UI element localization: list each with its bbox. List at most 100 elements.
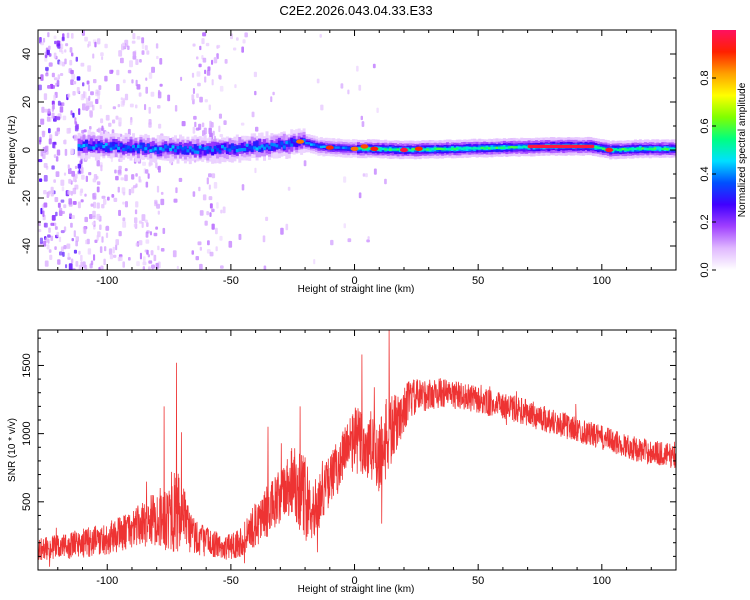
- spectrogram-cell: [342, 146, 346, 149]
- spectrogram-cell: [223, 120, 227, 125]
- spectrogram-cell: [127, 145, 130, 153]
- spectrogram-cell: [411, 148, 415, 151]
- spectrogram-cell: [109, 147, 113, 151]
- spectrogram-cell: [446, 148, 449, 151]
- spectrogram-cell: [70, 79, 74, 85]
- spectrogram-cell: [134, 209, 138, 215]
- spectrogram-cell: [135, 59, 139, 65]
- spectrogram-cell: [56, 149, 61, 156]
- spectrogram-cell: [219, 85, 224, 92]
- spectrogram-cell: [199, 96, 203, 103]
- spectrogram-cell: [302, 139, 306, 143]
- spectrogram-cell: [305, 142, 309, 145]
- spectrogram-cell: [653, 147, 657, 150]
- spectrogram-cell: [661, 147, 665, 151]
- spectrogram-cell: [92, 146, 96, 150]
- spectrogram-cell: [648, 147, 652, 150]
- spectrogram-cell: [56, 127, 60, 132]
- spectrogram-cell: [121, 42, 126, 47]
- spectrogram-cell: [358, 84, 362, 91]
- spectrogram-cell: [505, 146, 509, 149]
- spectrogram-cell: [55, 156, 59, 162]
- spectrogram-cell: [253, 141, 257, 148]
- spectrogram-cell: [59, 251, 63, 256]
- spectrogram-x-ticks: -100 -50 0 50 100: [57, 30, 677, 287]
- spectrogram-cell: [43, 190, 47, 195]
- spectrogram-cell: [129, 60, 133, 68]
- spectrogram-cell: [263, 265, 267, 270]
- spectrogram-cell: [192, 126, 196, 134]
- spectrogram-cell: [109, 69, 113, 74]
- spectrogram-cell: [174, 149, 177, 153]
- spectrogram-cell: [131, 40, 136, 44]
- spectrogram-cell: [144, 219, 148, 223]
- spectrogram-cell: [198, 186, 201, 192]
- spectrogram-cell: [96, 186, 100, 193]
- spectrogram-cell: [112, 146, 116, 150]
- spectrogram-cell: [138, 220, 143, 224]
- spectrogram-cell: [49, 254, 53, 260]
- spectrogram-hotspot: [360, 144, 369, 149]
- spectrogram-cell: [339, 146, 343, 150]
- spectrogram-cell: [480, 146, 484, 150]
- spectrogram-y-label: Frequency (Hz): [7, 116, 18, 185]
- spectrogram-cell: [183, 146, 187, 150]
- spectrogram-cell: [118, 209, 121, 216]
- spectrogram-cell: [138, 176, 141, 183]
- spectrogram-cell: [45, 72, 49, 77]
- spectrogram-cell: [147, 254, 150, 258]
- spectrogram-cell: [43, 163, 48, 168]
- spectrogram-cell: [135, 104, 138, 109]
- spectrogram-cell: [207, 66, 211, 71]
- spectrogram-cell: [144, 147, 148, 151]
- spectrogram-cell: [46, 244, 50, 250]
- spectrogram-cell: [213, 145, 217, 150]
- spectrogram-cell: [218, 74, 222, 79]
- spectrogram-cell: [222, 206, 226, 214]
- spectrogram-cell: [347, 147, 351, 150]
- spectrogram-cell: [162, 227, 166, 234]
- spectrogram-cell: [136, 261, 140, 267]
- spectrogram-cell: [204, 76, 207, 83]
- spectrogram-cell: [104, 75, 108, 82]
- spectrogram-cell: [139, 252, 142, 260]
- spectrogram-hotspot: [370, 146, 379, 151]
- snr-y-tick-label: 1000: [21, 421, 33, 445]
- spectrogram-cell: [193, 150, 197, 154]
- snr-x-ticks: -100 -50 0 50 100: [57, 330, 677, 587]
- spectrogram-cell: [118, 50, 123, 57]
- spectrogram-cell: [64, 49, 67, 53]
- spectrogram-cell: [215, 246, 218, 252]
- spectrogram-cell: [340, 83, 344, 89]
- spectrogram-cell: [53, 179, 56, 183]
- spectrogram-x-tick-label: -100: [96, 275, 118, 287]
- spectrogram-cell: [95, 89, 99, 95]
- spectrogram-cell: [161, 148, 165, 152]
- spectrogram-cell: [54, 226, 58, 230]
- spectrogram-cell: [60, 246, 64, 252]
- spectrogram-cell: [651, 148, 655, 151]
- spectrogram-cell: [208, 184, 211, 190]
- spectrogram-cell: [240, 143, 244, 150]
- spectrogram-cell: [144, 45, 148, 51]
- spectrogram-cell: [156, 146, 160, 150]
- spectrogram-cell: [73, 230, 76, 238]
- spectrogram-cell: [40, 41, 45, 46]
- spectrogram-cell: [234, 84, 237, 89]
- spectrogram-cell: [67, 190, 71, 195]
- spectrogram-cell: [38, 229, 42, 233]
- spectrogram-cell: [202, 130, 206, 137]
- spectrogram-cell: [164, 145, 168, 149]
- spectrogram-cell: [132, 33, 136, 40]
- spectrogram-cell: [58, 210, 63, 216]
- spectrogram-cell: [148, 260, 153, 264]
- spectrogram-cell: [63, 139, 67, 145]
- spectrogram-cell: [124, 174, 128, 182]
- spectrogram-cell: [493, 146, 496, 150]
- spectrogram-cell: [78, 250, 81, 255]
- spectrogram-cell: [206, 211, 209, 216]
- spectrogram-cell: [75, 240, 78, 247]
- spectrogram-cell: [92, 210, 96, 217]
- spectrogram-cell: [389, 148, 393, 151]
